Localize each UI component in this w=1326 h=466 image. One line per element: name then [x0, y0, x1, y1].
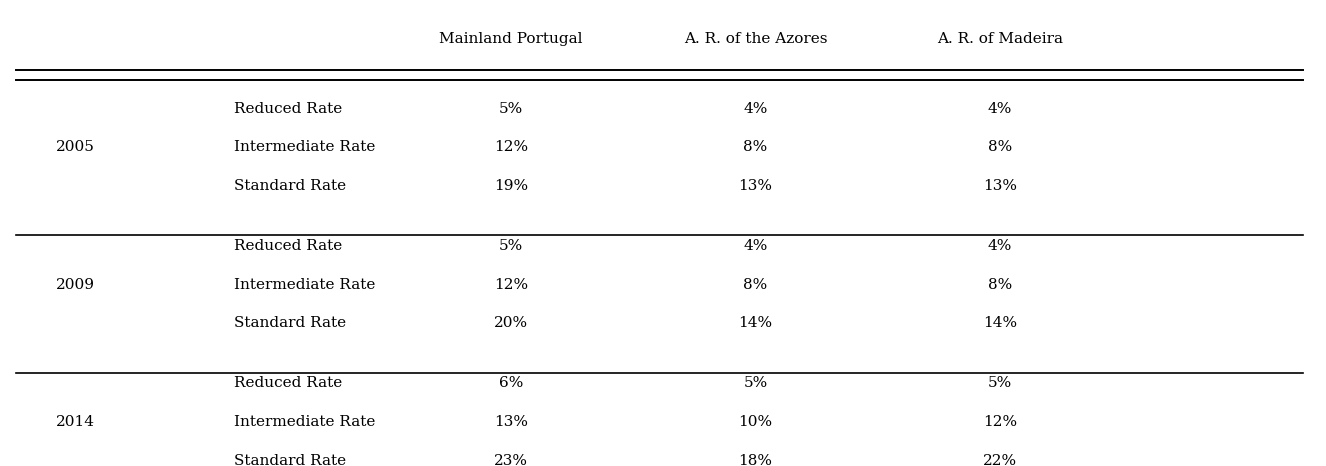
Text: 18%: 18%: [739, 454, 773, 466]
Text: 5%: 5%: [988, 376, 1012, 390]
Text: 5%: 5%: [744, 376, 768, 390]
Text: Intermediate Rate: Intermediate Rate: [233, 415, 375, 429]
Text: 4%: 4%: [988, 102, 1012, 116]
Text: Reduced Rate: Reduced Rate: [233, 102, 342, 116]
Text: 6%: 6%: [499, 376, 524, 390]
Text: Mainland Portugal: Mainland Portugal: [439, 33, 583, 47]
Text: 13%: 13%: [495, 415, 528, 429]
Text: 10%: 10%: [739, 415, 773, 429]
Text: Intermediate Rate: Intermediate Rate: [233, 278, 375, 292]
Text: A. R. of the Azores: A. R. of the Azores: [684, 33, 827, 47]
Text: 5%: 5%: [499, 239, 524, 253]
Text: 8%: 8%: [744, 278, 768, 292]
Text: 8%: 8%: [988, 278, 1012, 292]
Text: 4%: 4%: [744, 102, 768, 116]
Text: 20%: 20%: [495, 316, 528, 330]
Text: 2014: 2014: [56, 415, 94, 429]
Text: 8%: 8%: [988, 140, 1012, 154]
Text: 13%: 13%: [983, 179, 1017, 193]
Text: Reduced Rate: Reduced Rate: [233, 376, 342, 390]
Text: 12%: 12%: [495, 278, 528, 292]
Text: 2005: 2005: [56, 140, 94, 154]
Text: Reduced Rate: Reduced Rate: [233, 239, 342, 253]
Text: Standard Rate: Standard Rate: [233, 454, 346, 466]
Text: Intermediate Rate: Intermediate Rate: [233, 140, 375, 154]
Text: 23%: 23%: [495, 454, 528, 466]
Text: 5%: 5%: [499, 102, 524, 116]
Text: Standard Rate: Standard Rate: [233, 316, 346, 330]
Text: 4%: 4%: [744, 239, 768, 253]
Text: A. R. of Madeira: A. R. of Madeira: [936, 33, 1062, 47]
Text: 14%: 14%: [739, 316, 773, 330]
Text: 2009: 2009: [56, 278, 94, 292]
Text: 22%: 22%: [983, 454, 1017, 466]
Text: 4%: 4%: [988, 239, 1012, 253]
Text: 8%: 8%: [744, 140, 768, 154]
Text: 12%: 12%: [495, 140, 528, 154]
Text: 12%: 12%: [983, 415, 1017, 429]
Text: 19%: 19%: [495, 179, 528, 193]
Text: 14%: 14%: [983, 316, 1017, 330]
Text: 13%: 13%: [739, 179, 773, 193]
Text: Standard Rate: Standard Rate: [233, 179, 346, 193]
